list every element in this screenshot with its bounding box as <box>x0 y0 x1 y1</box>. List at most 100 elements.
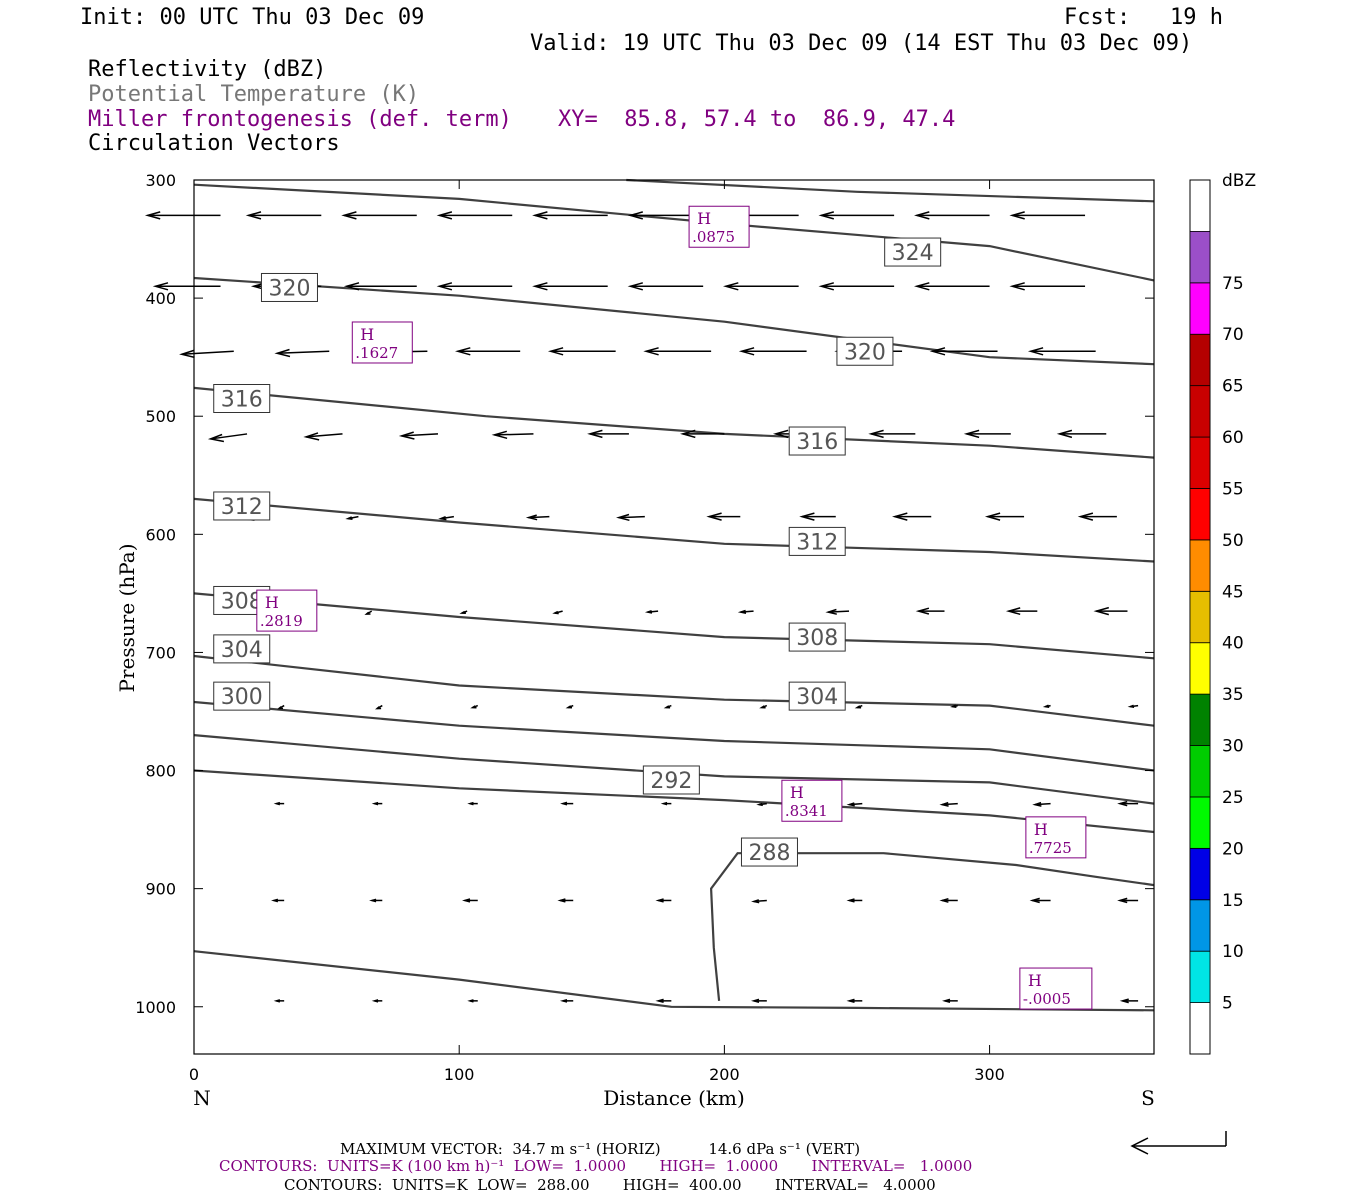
theta-label-box <box>788 681 846 711</box>
theta-contour-line <box>626 178 1155 203</box>
circulation-vector-head <box>144 211 161 220</box>
circulation-vector-head <box>557 898 566 903</box>
circulation-vector-head <box>152 282 169 291</box>
circulation-vector-head <box>818 211 835 220</box>
circulation-vector <box>528 515 550 519</box>
colorbar-swatch <box>1189 333 1211 387</box>
theta-label-box <box>884 237 942 267</box>
circulation-vector-head <box>963 429 980 439</box>
y-tick-label: 400 <box>145 289 176 308</box>
circulation-vector-head <box>892 512 908 521</box>
circulation-vector-head <box>706 512 722 521</box>
circulation-vector <box>277 350 330 355</box>
circulation-vector-head <box>532 211 548 220</box>
frontogenesis-max-box <box>351 321 413 364</box>
circulation-vector-head <box>364 611 371 615</box>
frontogenesis-max-symbol: H <box>697 209 711 228</box>
circulation-vector-head <box>939 897 949 903</box>
frontogenesis-max-symbol: H <box>265 593 279 612</box>
circulation-vector <box>210 433 248 440</box>
theta-label: 292 <box>650 769 692 794</box>
circulation-vector-head <box>467 999 474 1003</box>
theta-contour-line <box>193 386 1155 459</box>
circulation-vector-head <box>942 998 951 1004</box>
footer-contours-theta: CONTOURS: UNITS=K LOW= 288.00 HIGH= 400.… <box>284 1176 936 1194</box>
colorbar-swatch <box>1189 796 1211 849</box>
y-tick-label: 600 <box>145 525 176 544</box>
circulation-vector-head <box>273 999 281 1003</box>
theta-contour-line <box>193 700 1155 772</box>
circulation-vector-head <box>939 801 949 807</box>
frontogenesis-max-value: -.0005 <box>1023 990 1071 1008</box>
frontogenesis-max-symbol: H <box>790 783 804 802</box>
circulation-vector-head <box>436 211 453 220</box>
frontogenesis-max-box <box>781 779 843 822</box>
x-tick-label: 100 <box>444 1065 475 1084</box>
frontogenesis-max-box <box>256 589 318 632</box>
colorbar-swatch <box>1189 899 1211 952</box>
circulation-vector-head <box>772 429 789 439</box>
circulation-vector-head <box>644 609 653 614</box>
colorbar-label: 70 <box>1222 325 1244 345</box>
circulation-vector-head <box>818 282 835 291</box>
theta-label-box <box>788 426 846 456</box>
theta-label-box <box>788 526 846 556</box>
colorbar-swatch <box>1189 282 1211 335</box>
frontogenesis-max-symbol: H <box>1034 820 1048 839</box>
frontogenesis-max-value: .1627 <box>355 344 398 362</box>
colorbar-label: 10 <box>1222 942 1244 962</box>
circulation-vector-head <box>1093 606 1110 616</box>
circulation-vector-head <box>398 431 415 440</box>
colorbar: 5 10 15 20 25 30 35 40 45 50 55 60 65 70 75 dBZ <box>1189 171 1256 1055</box>
theta-label: 308 <box>221 589 263 614</box>
cross-section-xy: XY= 85.8, 57.4 to 86.9, 47.4 <box>558 107 955 132</box>
axes: 300 400 500 600 700 800 900 1000 0 100 200 300 <box>135 171 1155 1084</box>
valid-time: Valid: 19 UTC Thu 03 Dec 09 (14 EST Thu … <box>530 31 1192 56</box>
circulation-vector-head <box>655 998 664 1004</box>
colorbar-swatch <box>1189 642 1211 695</box>
theta-label: 304 <box>221 638 263 663</box>
theta-label: 300 <box>221 685 263 710</box>
frontogenesis-max-box <box>1019 967 1093 1010</box>
colorbar-label: 50 <box>1222 531 1244 551</box>
colorbar-unit: dBZ <box>1222 171 1256 191</box>
frontogenesis-max-box <box>688 205 750 248</box>
circulation-vector-head <box>470 705 477 709</box>
circulation-vector-head <box>276 706 284 710</box>
circulation-vector <box>494 433 534 436</box>
circulation-vector-head <box>915 607 930 615</box>
theta-label-box <box>213 681 271 711</box>
circulation-vector-head <box>560 801 568 806</box>
circulation-vector-head <box>616 513 630 522</box>
circulation-vector-head <box>929 347 946 356</box>
x-axis-right-end-label: S <box>1141 1086 1155 1110</box>
circulation-vector-head <box>846 898 855 903</box>
theta-label-box <box>260 272 318 302</box>
circulation-vector-head <box>552 610 559 615</box>
field-reflectivity: Reflectivity (dBZ) <box>88 57 326 82</box>
circulation-vector-head <box>179 349 195 359</box>
x-axis-label: Distance (km) <box>603 1086 745 1110</box>
y-tick-label: 300 <box>145 171 176 190</box>
circulation-vector-head <box>799 512 815 521</box>
colorbar-label: 35 <box>1222 685 1244 705</box>
circulation-vector <box>181 350 234 356</box>
circulation-vector-head <box>375 706 382 710</box>
circulation-vector-head <box>1127 704 1135 709</box>
circulation-vector-head <box>751 998 760 1004</box>
colorbar-swatch <box>1189 693 1211 746</box>
circulation-vector-head <box>1119 998 1129 1004</box>
theta-contour-line <box>193 734 1155 805</box>
colorbar-swatch <box>1189 539 1211 592</box>
colorbar-swatch <box>1189 385 1211 438</box>
circulation-vector-head <box>680 429 696 439</box>
circulation-vector-head <box>371 999 379 1003</box>
plot-area: 324 320 320 316 316 312 312 308 308 304 304 300 292 2… <box>144 178 1155 1012</box>
circulation-vector-head <box>868 429 884 439</box>
circulation-vector-head <box>345 516 353 521</box>
theta-label: 320 <box>268 276 310 301</box>
theta-contour-line <box>709 852 1155 1002</box>
circulation-vector <box>306 433 343 438</box>
colorbar-label: 40 <box>1222 634 1244 654</box>
theta-contour-line <box>193 950 1155 1012</box>
